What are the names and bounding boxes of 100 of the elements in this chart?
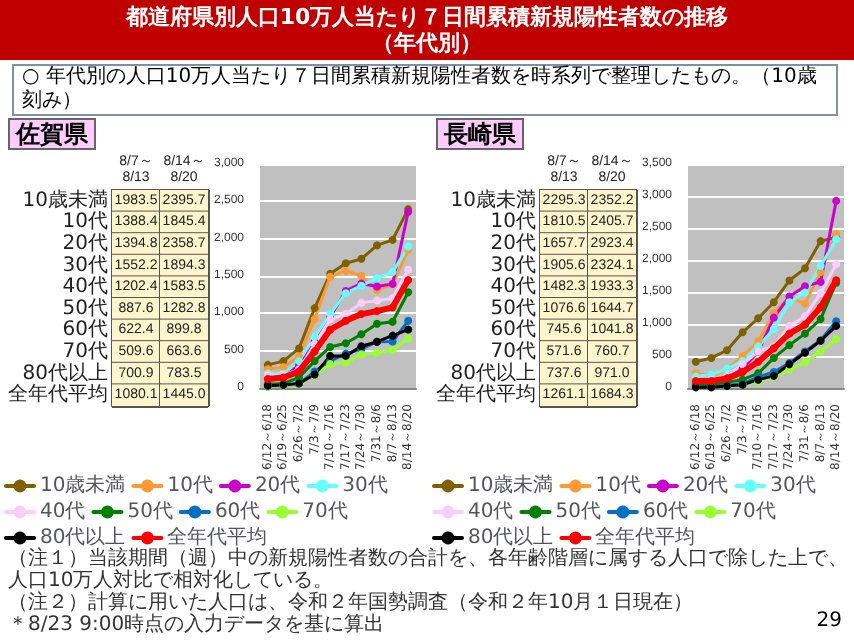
point — [404, 316, 413, 325]
point — [388, 268, 397, 277]
y-tick-label: 10歳未満 — [450, 187, 536, 212]
y-tick-label: 20代 — [62, 233, 108, 255]
point — [388, 331, 397, 340]
legend-label: 20代 — [682, 475, 729, 497]
point — [801, 320, 809, 329]
y-tick-label: 60代 — [62, 319, 108, 342]
point — [801, 264, 809, 273]
point — [816, 315, 825, 324]
legend-label: 70代 — [730, 501, 776, 523]
y-tick-label: 60代 — [490, 319, 536, 342]
text: 佐賀県 — [8, 118, 96, 150]
point — [341, 358, 350, 367]
point — [738, 328, 747, 337]
point — [769, 325, 778, 334]
point — [754, 357, 763, 366]
point — [388, 235, 397, 244]
point — [816, 237, 825, 246]
y-tick-label: 20代 — [490, 233, 536, 255]
point — [357, 310, 366, 319]
text: 都道府県別人口10万人当たり７日間累積新規陽性者数の推移（年代別） — [0, 0, 854, 60]
y-tick-label: 10歳未満 — [22, 187, 108, 212]
y-tick-label: 70代 — [490, 341, 536, 363]
point — [373, 319, 381, 328]
point — [326, 342, 335, 351]
legend-label: 70代 — [302, 501, 348, 523]
y-tick-label: 40代 — [62, 276, 108, 299]
point — [801, 288, 809, 297]
point — [816, 347, 825, 356]
point — [310, 315, 319, 324]
point — [357, 254, 366, 263]
legend-label: 20代 — [254, 475, 301, 497]
point — [357, 272, 366, 280]
legend-label: 50代 — [555, 501, 601, 523]
point — [801, 329, 809, 338]
point — [785, 341, 794, 350]
y-tick-label: 40代 — [490, 276, 536, 299]
text: 長崎県 — [436, 118, 524, 150]
point — [357, 330, 366, 339]
point — [801, 282, 809, 291]
point — [769, 353, 778, 362]
point — [357, 298, 366, 307]
point — [404, 325, 413, 334]
point — [388, 345, 397, 354]
y-tick-label: 30代 — [490, 254, 536, 277]
point — [341, 316, 350, 325]
y-tick-label: 30代 — [62, 254, 108, 277]
point — [310, 304, 319, 313]
point — [785, 276, 794, 285]
text: （注１）当該期間（週）中の新規陽性者数の合計を、各年齢階層に属する人口で除した上で、人口10万人対比で相対化している。 — [8, 548, 848, 592]
point — [373, 307, 381, 316]
point — [691, 357, 700, 366]
point — [341, 266, 350, 275]
legend-label: 10代 — [167, 475, 213, 497]
point — [388, 303, 397, 312]
legend-label: 50代 — [127, 501, 173, 523]
point — [707, 353, 716, 362]
point — [785, 321, 794, 330]
point — [832, 196, 841, 205]
point — [723, 346, 731, 355]
legend-label: 10代 — [595, 475, 641, 497]
point — [404, 334, 413, 343]
y-tick-label: 10代 — [62, 211, 108, 234]
legend-label: 30代 — [770, 475, 816, 497]
point — [373, 241, 381, 250]
y-tick-label: 50代 — [62, 297, 108, 320]
point — [388, 317, 397, 326]
point — [326, 351, 335, 360]
point — [373, 348, 381, 357]
point — [785, 298, 794, 307]
point — [357, 350, 366, 359]
text: ＊8/23 9:00時点の入力データを基に算出 — [8, 614, 385, 636]
point — [341, 339, 350, 348]
y-tick-label: 80代以上 — [450, 360, 536, 385]
y-tick-label: 全年代平均 — [436, 382, 536, 407]
point — [816, 277, 825, 286]
point — [310, 347, 319, 356]
y-tick-label: 70代 — [62, 341, 108, 363]
legend-label: 30代 — [342, 475, 388, 497]
point — [373, 296, 381, 305]
y-tick-label: 50代 — [490, 297, 536, 320]
point — [295, 344, 303, 353]
point — [816, 262, 825, 271]
text: ○ 年代別の人口10万人当たり７日間累積新規陽性者数を時系列で整理したもの。（10歳刻み） — [12, 64, 838, 116]
point — [373, 274, 381, 283]
point — [404, 276, 413, 285]
point — [785, 329, 794, 338]
point — [832, 335, 841, 344]
point — [832, 260, 841, 269]
point — [769, 298, 778, 307]
y-tick-label: 全年代平均 — [8, 382, 108, 407]
point — [754, 314, 763, 323]
point — [801, 299, 809, 308]
point — [816, 289, 825, 298]
point — [404, 265, 413, 274]
point — [816, 303, 825, 312]
y-tick-label: 80代以上 — [22, 360, 108, 385]
y-tick-label: 10代 — [490, 211, 536, 234]
text: （注２）計算に用いた人口は、令和２年国勢調査（令和２年10月１日現在） — [8, 592, 694, 614]
